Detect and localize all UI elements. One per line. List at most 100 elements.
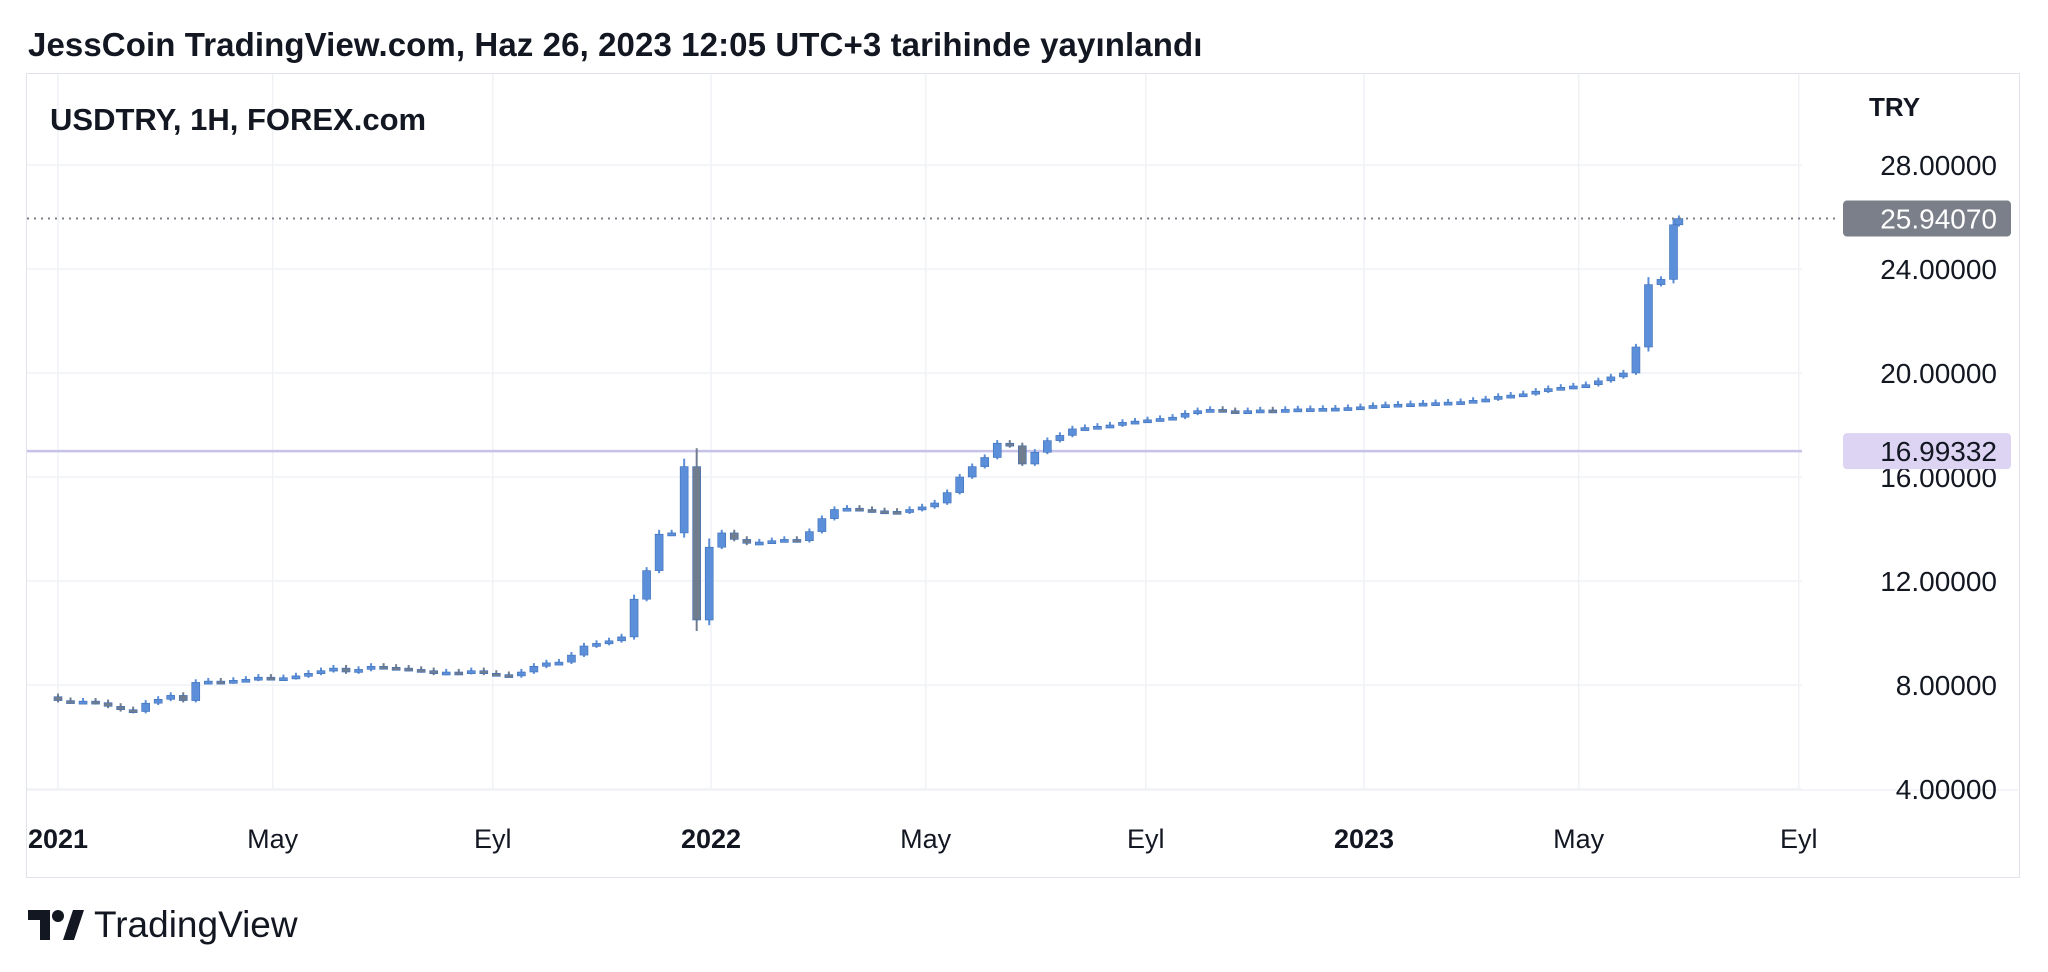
candle-body bbox=[178, 695, 188, 701]
candle-body bbox=[1506, 394, 1516, 399]
candle-body bbox=[1581, 384, 1591, 389]
candle-body bbox=[930, 502, 939, 508]
candle bbox=[1318, 405, 1328, 412]
candle bbox=[1669, 218, 1678, 284]
candle bbox=[466, 667, 476, 675]
candle-body bbox=[1255, 409, 1265, 414]
candle bbox=[341, 664, 351, 674]
currency-label: TRY bbox=[1869, 92, 1920, 122]
candle-body bbox=[729, 532, 739, 540]
candle bbox=[1080, 424, 1090, 431]
candle-body bbox=[579, 645, 589, 656]
price-axis[interactable]: 4.000008.0000012.0000016.0000020.0000024… bbox=[1843, 150, 2011, 805]
candle bbox=[316, 667, 326, 676]
time-axis[interactable]: 2021 May Eyl 2022 May Eyl 2023 May Eyl bbox=[28, 824, 1818, 854]
candle bbox=[667, 529, 676, 537]
last-price-label: 25.94070 bbox=[1880, 204, 1997, 235]
horizontal-line-badge bbox=[1843, 433, 2011, 470]
candle bbox=[1043, 437, 1052, 455]
price-tick-label: 24.00000 bbox=[1880, 254, 1997, 285]
candle-body bbox=[742, 539, 752, 544]
candlestick-chart[interactable]: 4.000008.0000012.0000016.0000020.0000024… bbox=[27, 74, 2018, 876]
footer: TradingView bbox=[28, 900, 298, 950]
candle-body bbox=[842, 507, 852, 512]
candle bbox=[1569, 382, 1578, 390]
candle-body bbox=[1105, 424, 1115, 429]
candle bbox=[1506, 391, 1516, 399]
candle-body bbox=[1431, 402, 1440, 406]
candle bbox=[1180, 410, 1190, 420]
candle-body bbox=[517, 671, 526, 677]
candle bbox=[704, 538, 714, 626]
candle-body bbox=[1569, 385, 1578, 390]
candle-body bbox=[266, 676, 276, 681]
candle-body bbox=[454, 671, 464, 676]
candle bbox=[529, 663, 539, 674]
candle bbox=[1674, 215, 1684, 227]
candle bbox=[905, 506, 914, 514]
chart-frame[interactable]: 4.00000 8.00000 12.00000 16.00000 20.00000 24… bbox=[26, 73, 2020, 878]
candle-body bbox=[1005, 442, 1015, 447]
candle-body bbox=[379, 665, 388, 670]
candle bbox=[441, 668, 451, 676]
candle-body bbox=[466, 670, 476, 675]
candle-body bbox=[1280, 409, 1290, 413]
time-tick-label: Eyl bbox=[1780, 824, 1818, 854]
candle-body bbox=[1493, 396, 1503, 400]
candle-body bbox=[1293, 408, 1303, 413]
candle bbox=[1118, 419, 1127, 427]
candle bbox=[1581, 381, 1591, 389]
candle-body bbox=[1043, 440, 1052, 453]
candle bbox=[1268, 406, 1278, 414]
candle-body bbox=[1674, 218, 1684, 226]
candle bbox=[116, 703, 125, 712]
candle bbox=[1518, 390, 1528, 398]
candle bbox=[1205, 406, 1215, 413]
candle bbox=[404, 664, 413, 672]
candle-body bbox=[78, 700, 88, 705]
candle-body bbox=[391, 667, 401, 671]
candle bbox=[892, 508, 902, 515]
candle-body bbox=[905, 509, 914, 513]
candle-body bbox=[1143, 419, 1152, 424]
candle bbox=[279, 674, 288, 682]
candle-body bbox=[892, 511, 902, 515]
candle bbox=[229, 677, 238, 684]
candle-body bbox=[1543, 388, 1553, 392]
price-tick-label: 4.00000 bbox=[1896, 774, 1997, 805]
candle bbox=[1468, 397, 1478, 404]
candle-body bbox=[66, 700, 75, 704]
candle bbox=[103, 699, 113, 709]
candle-body bbox=[1518, 393, 1528, 398]
candle-body bbox=[867, 509, 877, 513]
published-caption: JessCoin TradingView.com, Haz 26, 2023 1… bbox=[28, 26, 1203, 63]
price-tick-label: 28.00000 bbox=[1880, 150, 1997, 181]
symbol-title: USDTRY, 1H, FOREX.com bbox=[50, 102, 426, 137]
horizontal-line-label: 16.99332 bbox=[1880, 436, 1997, 467]
candle bbox=[855, 505, 864, 512]
candle bbox=[604, 637, 614, 646]
candle bbox=[579, 642, 589, 657]
candle-body bbox=[116, 706, 125, 711]
candle-body bbox=[304, 672, 313, 677]
tradingview-logo-icon[interactable] bbox=[28, 910, 84, 940]
candle-body bbox=[1393, 403, 1403, 408]
candle-body bbox=[1531, 390, 1541, 395]
candle-body bbox=[1594, 380, 1603, 385]
candle bbox=[266, 674, 276, 681]
candle-body bbox=[91, 700, 100, 705]
candle-body bbox=[805, 531, 814, 542]
candle bbox=[1030, 449, 1040, 466]
candle bbox=[517, 668, 526, 678]
candle-body bbox=[53, 696, 63, 701]
tradingview-brand[interactable]: TradingView bbox=[94, 904, 298, 945]
candle-body bbox=[103, 702, 113, 707]
candle bbox=[166, 692, 176, 702]
candle-body bbox=[1481, 398, 1490, 403]
candles-layer bbox=[53, 215, 1684, 714]
candle bbox=[1656, 276, 1666, 287]
candle bbox=[1543, 385, 1553, 394]
candle bbox=[817, 515, 827, 534]
candle bbox=[1293, 405, 1303, 413]
candle-body bbox=[153, 698, 163, 704]
